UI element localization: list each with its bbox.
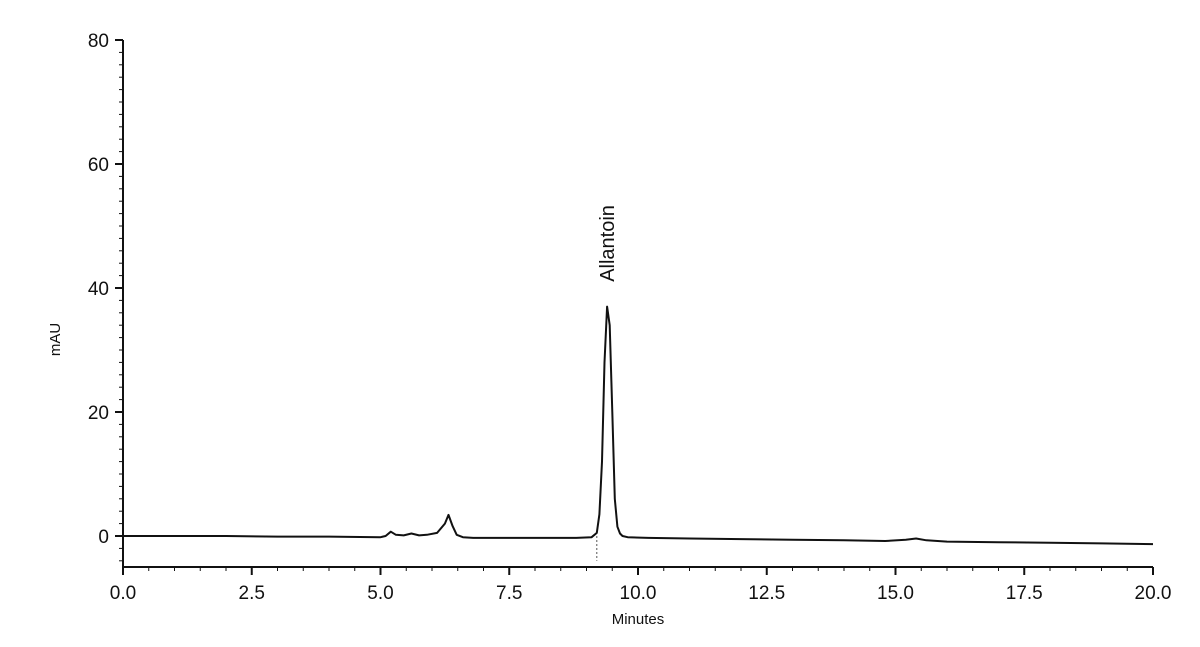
x-tick-label: 2.5 bbox=[239, 583, 265, 604]
y-tick-label: 60 bbox=[88, 155, 109, 176]
y-tick-label: 80 bbox=[88, 31, 109, 52]
x-tick-label: 5.0 bbox=[367, 583, 393, 604]
x-tick-label: 7.5 bbox=[496, 583, 522, 604]
x-tick-label: 15.0 bbox=[877, 583, 914, 604]
x-tick-label: 12.5 bbox=[748, 583, 785, 604]
x-axis-ticks: 0.0 2.5 5.0 7.5 10.0 12.5 15.0 17.5 20.0 bbox=[110, 567, 1172, 604]
y-tick-label: 20 bbox=[88, 403, 109, 424]
x-tick-label: 0.0 bbox=[110, 583, 136, 604]
y-tick-label: 40 bbox=[88, 279, 109, 300]
y-axis-ticks: 0 20 40 60 80 bbox=[88, 31, 123, 548]
chromatogram-trace bbox=[123, 305, 1154, 546]
y-axis-title: mAU bbox=[47, 323, 64, 356]
peak-label: Allantoin bbox=[597, 205, 619, 282]
peak-annotations: Allantoin bbox=[597, 205, 619, 282]
x-tick-label: 17.5 bbox=[1006, 583, 1043, 604]
x-tick-label: 10.0 bbox=[620, 583, 657, 604]
x-tick-label: 20.0 bbox=[1135, 583, 1172, 604]
y-tick-label: 0 bbox=[98, 527, 109, 548]
x-axis-title: Minutes bbox=[612, 611, 665, 628]
